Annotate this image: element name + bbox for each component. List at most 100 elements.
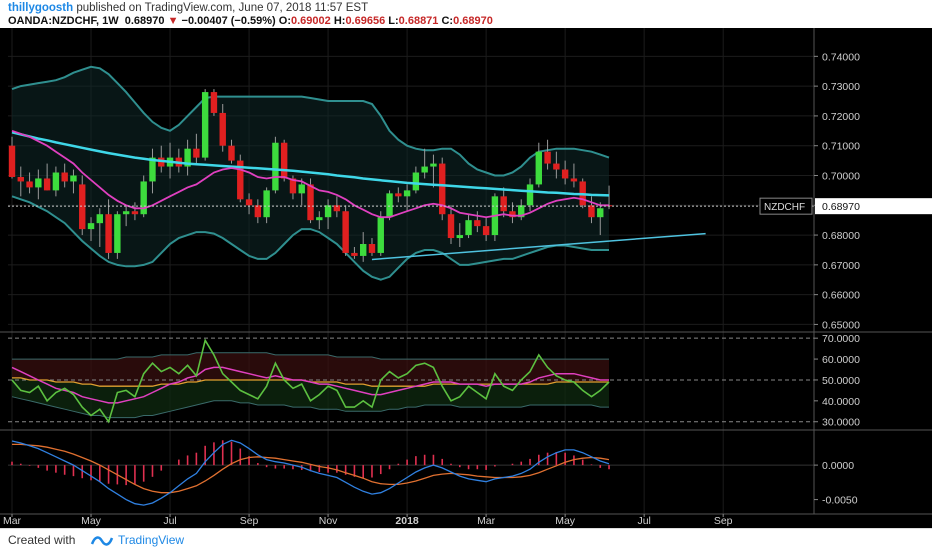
symbol-label: NZDCHF xyxy=(764,202,805,213)
candle-body-bear xyxy=(474,220,481,227)
candle xyxy=(105,199,112,259)
time-tick-label: Sep xyxy=(714,515,733,527)
symbol-line: OANDA:NZDCHF, 1W 0.68970 ▼ −0.00407 (−0.… xyxy=(8,15,493,27)
bollinger-lower-line xyxy=(11,195,609,281)
rsi-ma-line xyxy=(11,366,609,404)
candle xyxy=(447,205,455,244)
candle-body-bear xyxy=(79,184,86,230)
chart-header: thillygoosth published on TradingView.co… xyxy=(0,0,932,28)
candle-body-bull xyxy=(114,214,121,253)
bollinger-upper-line xyxy=(11,65,610,177)
candle xyxy=(324,199,332,230)
candle-body-bull xyxy=(430,163,437,167)
candle xyxy=(96,208,103,247)
time-tick-label: Jul xyxy=(637,515,650,527)
last-price: 0.68970 xyxy=(124,15,165,27)
publish-line: thillygoosth published on TradingView.co… xyxy=(8,2,368,14)
candle xyxy=(193,133,200,164)
candle-body-bull xyxy=(535,151,542,185)
rsi-band-lower xyxy=(11,396,609,419)
candle xyxy=(386,190,393,221)
candle-body-bear xyxy=(447,214,455,239)
candle-body-bull xyxy=(403,190,411,197)
candle-body-bear xyxy=(228,145,235,161)
macd-pane[interactable] xyxy=(8,439,814,506)
candle xyxy=(298,178,305,206)
candle xyxy=(8,136,16,179)
candle-body-bear xyxy=(553,163,560,170)
candle-body-bull xyxy=(122,211,130,215)
price-tick-label: 0.68000 xyxy=(822,230,860,242)
open-value: 0.69002 xyxy=(291,15,331,27)
candle xyxy=(210,89,218,116)
candle xyxy=(87,217,95,242)
candle-body-bull xyxy=(526,184,534,206)
price-tick-label: 0.73000 xyxy=(822,81,860,93)
candle-body-bear xyxy=(131,211,139,215)
candle-body-bear xyxy=(342,211,349,253)
candle-body-bear xyxy=(105,214,112,253)
candle xyxy=(43,163,51,191)
candle xyxy=(70,169,77,194)
price-pane[interactable] xyxy=(8,28,814,514)
time-tick-label: Sep xyxy=(240,515,259,527)
candle-body-bull xyxy=(87,223,95,230)
tradingview-brand-link[interactable]: TradingView xyxy=(118,533,185,547)
candle xyxy=(465,214,472,239)
candle xyxy=(412,166,420,194)
low-label: L: xyxy=(388,15,399,27)
low-value: 0.68871 xyxy=(398,15,439,27)
candle-body-bull xyxy=(298,184,305,194)
candle-body-bear xyxy=(482,226,490,236)
candle-body-bull xyxy=(421,166,428,173)
candle xyxy=(535,142,542,188)
candle xyxy=(421,148,428,179)
candle xyxy=(61,163,68,188)
candle xyxy=(518,199,525,221)
candle-body-bull xyxy=(263,190,270,218)
author-link[interactable]: thillygoosth xyxy=(8,2,74,14)
candle xyxy=(17,166,24,197)
created-with-text: Created with xyxy=(8,533,76,547)
candle-body-bear xyxy=(588,205,595,218)
candle xyxy=(131,202,139,221)
candle-body-bear xyxy=(237,160,244,200)
symbol-label-bg xyxy=(759,197,813,215)
candle-body-bull xyxy=(96,214,103,224)
chart-area[interactable]: 0.740000.730000.720000.710000.700000.690… xyxy=(0,28,932,528)
support-trendline xyxy=(371,232,706,261)
ema-line xyxy=(11,129,609,219)
candle-body-bull xyxy=(465,220,472,236)
candle xyxy=(79,175,86,236)
candle-body-bull xyxy=(201,92,209,158)
candle-body-bear xyxy=(509,211,516,218)
macd-line xyxy=(11,439,610,506)
candle-body-bear xyxy=(439,163,446,215)
candle xyxy=(403,184,411,212)
rsi-tick-label: 70.0000 xyxy=(822,333,860,345)
publish-info: published on TradingView.com, June 07, 2… xyxy=(76,2,369,14)
candle-body-bull xyxy=(386,193,393,218)
candle xyxy=(351,246,358,259)
candle-body-bear xyxy=(570,178,578,182)
candle-body-bear xyxy=(254,205,262,218)
candle xyxy=(368,238,376,256)
candle-body-bear xyxy=(351,252,358,256)
price-tick-label: 0.72000 xyxy=(822,111,860,123)
chart-background xyxy=(0,28,932,528)
candle-body-bull xyxy=(70,175,77,182)
candle-body-bear xyxy=(219,112,226,146)
price-tick-label: 0.66000 xyxy=(822,290,860,302)
candle xyxy=(35,169,42,200)
rsi-pane[interactable] xyxy=(8,337,814,424)
rsi-tick-label: 50.0000 xyxy=(822,375,860,387)
candle xyxy=(553,151,560,179)
tradingview-logo-icon xyxy=(90,536,114,546)
candle-body-bull xyxy=(518,205,525,218)
candle xyxy=(263,187,270,224)
candle xyxy=(544,139,551,170)
candle-body-bear xyxy=(289,178,297,194)
candle-body-bull xyxy=(52,172,60,191)
candle xyxy=(456,223,463,247)
candle xyxy=(526,178,534,212)
